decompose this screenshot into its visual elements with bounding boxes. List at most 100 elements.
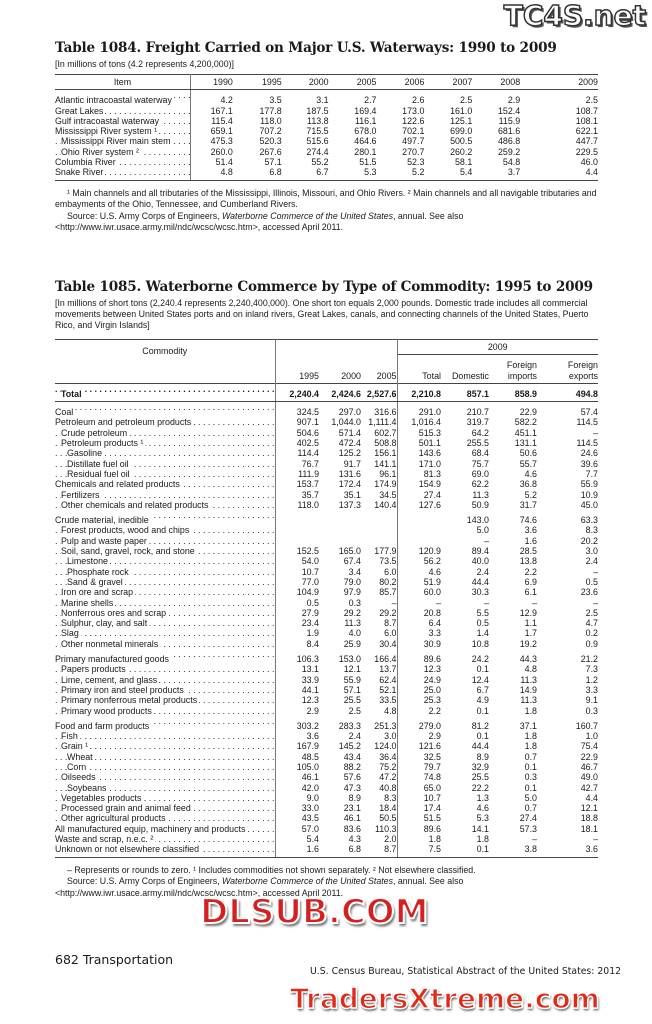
row-label-text: Mississippi River main stem — [61, 136, 173, 147]
row-label: Marine shells — [55, 597, 276, 608]
cell-value: 32.5 — [423, 751, 441, 762]
cell-value: 486.8 — [497, 136, 521, 147]
cell-value: 1.8 — [476, 834, 489, 845]
header-spacer — [55, 360, 276, 384]
row-label-text: Other agricultural products — [61, 813, 168, 824]
table-row: Residual fuel oil 111.9 131.696.1 81.3 69.0 4… — [55, 468, 598, 480]
row-label: Lime, cement, and glass — [55, 674, 276, 685]
cell-value: 500.5 — [450, 136, 473, 147]
cell-value: 24.6 — [580, 448, 598, 459]
cell-value: 131.6 — [338, 468, 361, 479]
column-header: 2007 — [424, 73, 473, 91]
row-label: Gasoline — [55, 448, 276, 459]
row-label: Coal — [55, 401, 276, 418]
cell-value — [397, 525, 441, 535]
cell-value: 46.1 — [343, 813, 361, 824]
cell-value: 64.2 — [471, 427, 489, 438]
cell-value: 18.8 — [580, 813, 598, 824]
cell-value — [361, 535, 398, 547]
cell-value: 5.4 — [306, 834, 319, 845]
table-row: Primary nonferrous metal products 12.3 25.… — [55, 695, 598, 706]
row-label: Primary iron and steel products — [55, 684, 276, 696]
cell-value: 43.5 — [301, 813, 319, 824]
cell-value: 582.2 — [514, 417, 537, 428]
cell-value: 2,240.4 — [275, 383, 319, 403]
row-label-text: Petroleum products ¹ — [61, 438, 146, 449]
row-label: Iron ore and scrap — [55, 587, 276, 598]
cell-value: 8.3 — [585, 525, 598, 536]
row-label: Primary wood products — [55, 705, 276, 716]
cell-value: 74.6 — [519, 515, 537, 526]
row-label: All manufactured equip, machinery and pr… — [55, 823, 276, 835]
cell-value: 131.1 — [514, 438, 537, 449]
cell-value: 27.9 — [301, 607, 319, 618]
cell-value: 2,210.8 — [397, 383, 441, 403]
row-label: Phosphate rock — [55, 566, 276, 577]
row-label-text: Total — [61, 388, 84, 399]
row-label-text: Papers products — [61, 664, 128, 675]
cell-value: 4.8 — [524, 664, 537, 675]
cell-value: 39.6 — [580, 458, 598, 469]
cell-value: 297.0 — [338, 407, 361, 418]
row-label: Soil, sand, gravel, rock, and stone — [55, 546, 276, 557]
table-row: Papers products 13.1 12.113.7 12.3 0.1 4.8 7.3 — [55, 664, 598, 675]
cell-value: 3.1 — [316, 95, 329, 106]
cell-value: 69.0 — [471, 468, 489, 479]
cell-value: 76.7 — [301, 458, 319, 469]
row-label-text: Gasoline — [67, 448, 105, 459]
cell-value: 1.1 — [524, 618, 537, 629]
cell-value: 2,527.6 — [361, 383, 398, 403]
cell-value: 2.4 — [585, 556, 598, 567]
cell-value: 279.0 — [418, 720, 441, 731]
cell-value: 140.4 — [361, 499, 398, 511]
row-label-text: Oilseeds — [61, 772, 98, 783]
cell-value: 58.1 — [455, 157, 473, 168]
row-label: Total — [55, 383, 276, 403]
row-label: Oilseeds — [55, 772, 276, 783]
cell-value: 51.5 — [423, 813, 441, 824]
cell-value: 22.9 — [519, 407, 537, 418]
cell-value: 3.3 — [428, 628, 441, 639]
row-label-text: Residual fuel oil — [67, 468, 132, 479]
cell-value: 2.5 — [348, 705, 361, 716]
row-label-text: Lime, cement, and glass — [61, 674, 160, 685]
cell-value: 89.6 — [423, 823, 441, 834]
cell-value: 17.4 — [423, 803, 441, 814]
table-row: Iron ore and scrap 104.9 97.985.7 60.0 30.3 6… — [55, 587, 598, 598]
row-label-text: Soybeans — [67, 782, 109, 793]
cell-value: 42.0 — [301, 782, 319, 793]
cell-value: 81.3 — [423, 468, 441, 479]
cell-value: 251.3 — [361, 715, 398, 732]
table-title: Table 1085. Waterborne Commerce by Type … — [55, 279, 593, 295]
cell-value: 33.0 — [301, 803, 319, 814]
cell-value: 11.3 — [520, 695, 537, 706]
table-row: All manufactured equip, machinery and pr… — [55, 823, 598, 835]
cell-value: 97.9 — [343, 587, 361, 598]
row-label: Unknown or not elsewhere classified — [55, 844, 276, 858]
row-label: Limestone — [55, 556, 276, 567]
table-row: Total 2,240.42,424.62,527.62,210.8857.185… — [55, 383, 598, 403]
row-label-text: Coal — [55, 407, 76, 418]
row-label: Fish — [55, 731, 276, 742]
cell-value: 81.2 — [471, 720, 489, 731]
cell-value: 2.6 — [412, 95, 425, 106]
row-label: Snake River — [55, 167, 191, 181]
cell-value: 280.1 — [354, 146, 377, 157]
cell-value: 447.7 — [575, 136, 598, 147]
cell-value: 5.2 — [376, 167, 425, 181]
cell-value: 57.6 — [343, 772, 361, 783]
cell-value: 10.7 — [423, 792, 441, 803]
cell-value: 11.3 — [344, 618, 361, 629]
cell-value: 6.8 — [319, 844, 361, 858]
row-label-text: Primary iron and steel products — [61, 684, 186, 695]
cell-value: 858.9 — [489, 383, 537, 403]
cell-value: 260.0 — [210, 146, 233, 157]
cell-value: – — [532, 597, 537, 608]
table-row: Slag 1.9 4.06.0 3.3 1.4 1.7 0.2 — [55, 628, 598, 639]
cell-value: 114.4 — [297, 448, 319, 459]
cell-value: 29.2 — [361, 607, 398, 619]
cell-value: 83.6 — [343, 823, 361, 834]
cell-value: 3.6 — [537, 844, 598, 858]
